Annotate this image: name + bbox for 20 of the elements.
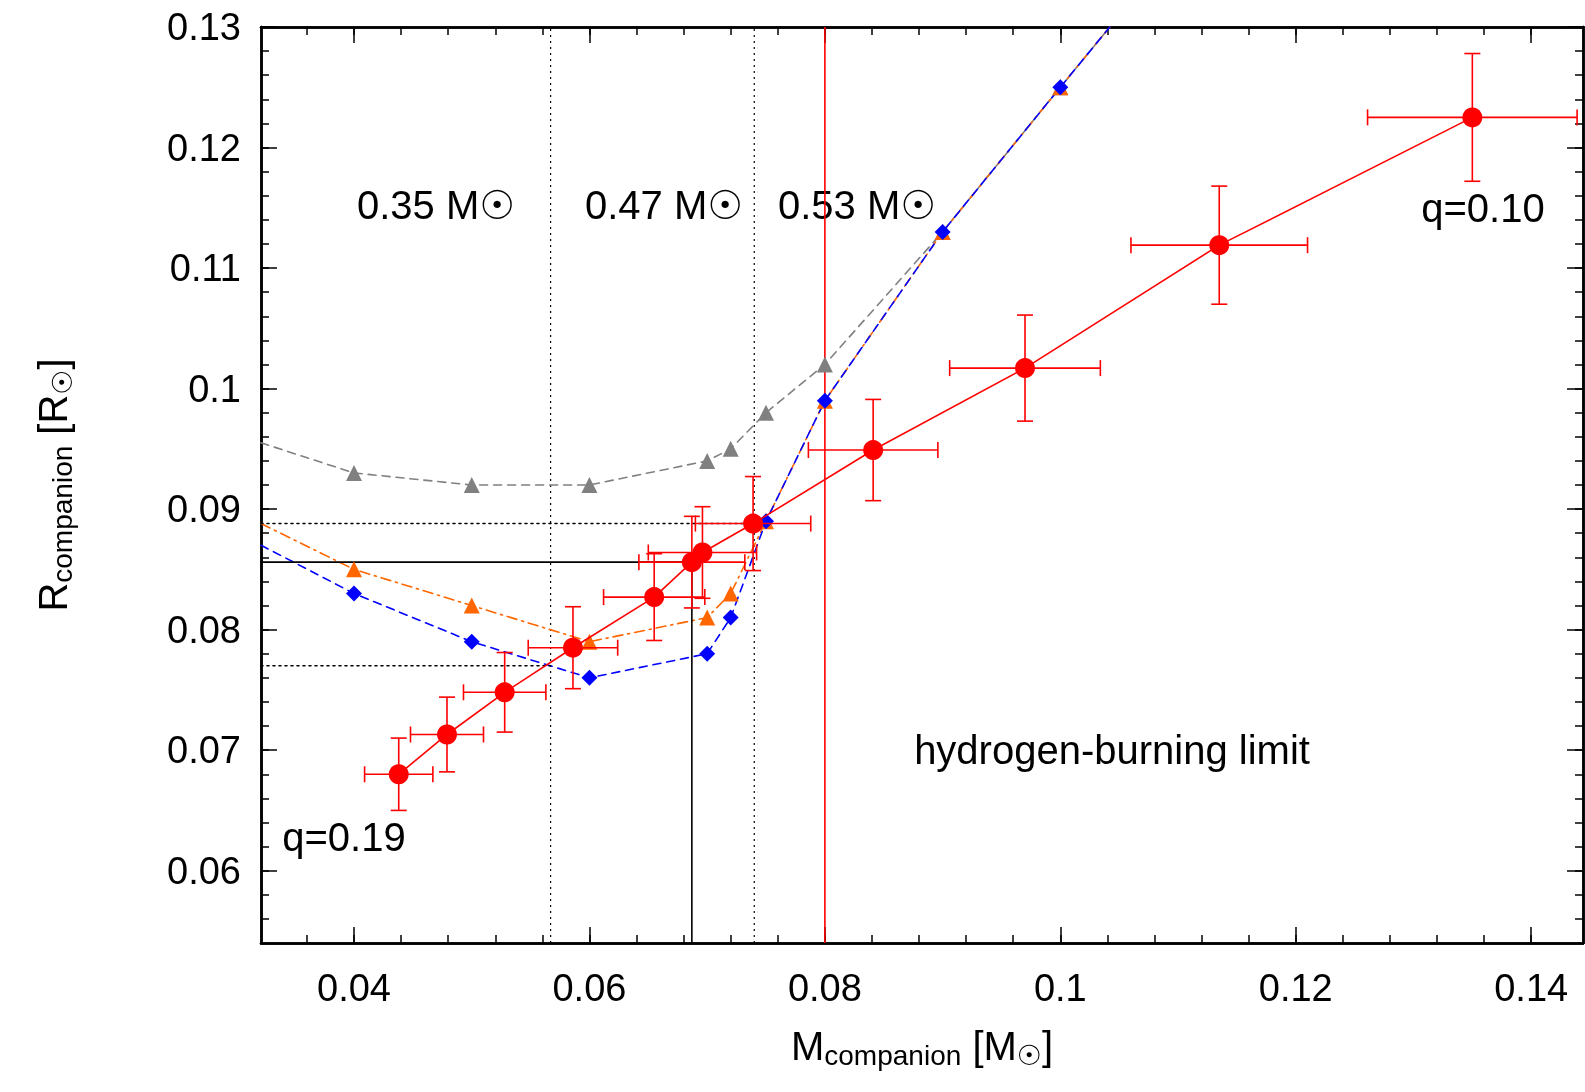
y-tick-label: 0.13 — [167, 6, 241, 48]
x-tick-label: 0.08 — [787, 967, 862, 1009]
x-tick-label: 0.04 — [317, 967, 391, 1009]
y-tick-label: 0.1 — [188, 367, 241, 410]
annotation: q=0.10 — [1421, 186, 1545, 230]
annotation: q=0.19 — [282, 815, 406, 859]
x-tick-label: 0.12 — [1258, 967, 1333, 1009]
annotation: hydrogen-burning limit — [914, 728, 1310, 772]
y-tick-label: 0.09 — [167, 488, 241, 531]
y-tick-label: 0.07 — [167, 729, 241, 772]
y-tick-label: 0.12 — [167, 126, 241, 169]
x-tick-label: 0.06 — [552, 967, 627, 1009]
y-tick-label: 0.11 — [169, 247, 241, 290]
x-tick-label: 0.1 — [1033, 967, 1087, 1009]
y-axis-title: Rcompanion [R☉] — [31, 358, 78, 612]
annotation: 0.35 M☉ — [356, 183, 516, 227]
y-tick-label: 0.06 — [167, 849, 241, 892]
x-tick-label: 0.14 — [1494, 967, 1569, 1009]
annotation: 0.47 M☉ — [584, 183, 744, 227]
y-tick-label: 0.08 — [167, 608, 241, 651]
